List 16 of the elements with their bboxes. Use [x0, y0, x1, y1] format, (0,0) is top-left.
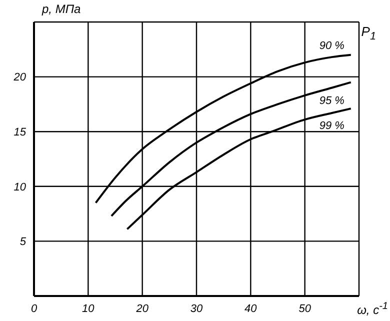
- x-axis-title: ω, с$^{-1}$: [357, 301, 388, 317]
- x-tick-label: 30: [190, 302, 204, 315]
- series-label: 95 %: [319, 94, 345, 107]
- series-label: 99 %: [319, 120, 345, 132]
- series-label: 90 %: [319, 40, 345, 52]
- x-tick-label: 20: [135, 302, 150, 315]
- y-tick-label: 20: [12, 72, 27, 84]
- y-tick-label: 15: [14, 126, 27, 139]
- legend-title: P$_{1}$: [361, 24, 376, 43]
- y-axis-title: p, МПа: [42, 2, 81, 16]
- x-tick-label: 0: [30, 302, 38, 315]
- y-tick-label: 10: [14, 181, 27, 194]
- x-tick-label: 50: [298, 302, 312, 315]
- y-tick-label: 5: [20, 236, 27, 248]
- x-tick-label: 40: [244, 302, 258, 315]
- x-tick-label: 10: [82, 302, 96, 315]
